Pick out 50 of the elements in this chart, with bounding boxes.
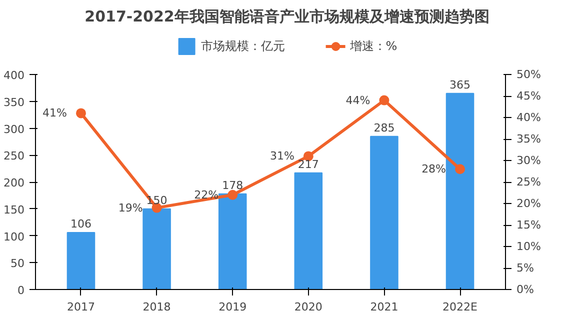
bar [142,208,171,290]
point [455,164,466,174]
point [228,190,238,200]
y-tick-label: 300 [4,122,25,136]
x-tick-label: 2020 [294,300,322,314]
data-label: 217 [298,158,319,171]
y-tick-label: 0 [18,284,24,297]
data-label: 44% [346,94,370,107]
y2-tick-label: 25% [516,176,541,188]
data-label: 19% [118,201,143,214]
bar [66,232,96,290]
data-label: 22% [194,188,219,202]
y-tick-label: 250 [4,150,25,163]
y2-tick-label: 40% [516,111,541,124]
y2-tick-label: 20% [516,197,541,210]
bar [446,92,474,290]
bar [218,193,247,290]
data-label: 285 [374,121,395,134]
y-tick-label: 200 [4,176,25,190]
data-label: 106 [70,218,92,231]
x-tick-label: 2022E [442,300,478,314]
y-tick-label: 400 [4,69,25,82]
y2-tick-label: 45% [516,90,541,102]
data-label: 31% [270,150,294,163]
y-tick-label: 50 [10,257,25,270]
y-tick-label: 100 [4,230,25,244]
y-tick-label: 150 [4,203,25,216]
y2-tick-label: 30% [516,154,541,167]
y2-tick-label: 50% [516,68,541,81]
y2-tick-label: 15% [516,218,541,232]
bar [294,172,323,290]
bar [370,136,398,290]
y-tick-label: 350 [4,96,25,109]
legend-label: 增速：% [350,38,398,54]
data-label: 28% [422,162,446,176]
legend-label: 市场规模：亿元 [200,38,285,54]
point [76,108,86,118]
x-tick-label: 2019 [218,300,247,314]
point [379,95,390,106]
data-label: 365 [450,78,471,92]
y2-tick-label: 0% [516,283,534,296]
data-label: 41% [42,106,67,120]
y2-tick-label: 35% [516,132,541,146]
data-label: 178 [222,178,244,192]
x-tick-label: 2017 [66,300,95,314]
y2-tick-label: 5% [516,262,534,274]
x-tick-label: 2018 [142,300,171,314]
y2-tick-label: 10% [516,240,541,253]
x-tick-label: 2021 [370,300,398,314]
chart-title: 2017-2022年我国智能语音产业市场规模及增速预测趋势图 [84,8,490,26]
